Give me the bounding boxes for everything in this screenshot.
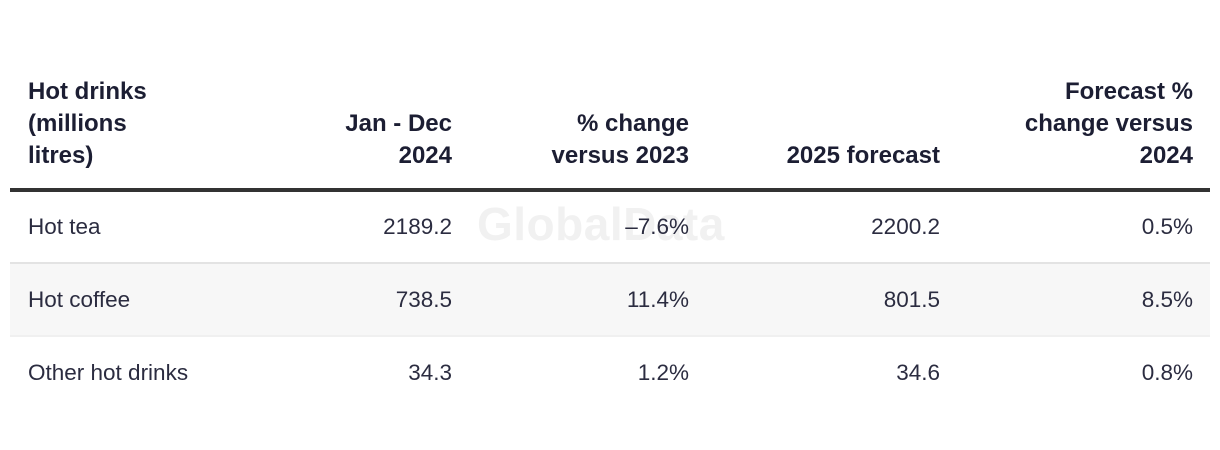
col-header-pct-change-vs-2023: % change versus 2023 [452, 76, 689, 192]
value-cell: 2189.2 [250, 190, 452, 264]
header-row: Hot drinks (millions litres) Jan - Dec 2… [10, 76, 1210, 192]
col-header-product: Hot drinks (millions litres) [10, 76, 250, 192]
value-cell: 0.5% [940, 190, 1210, 264]
col-header-pct-change-vs-2023-line: % change [576, 110, 689, 137]
table-body: Hot tea 2189.2 –7.6% 2200.2 0.5% Hot cof… [10, 190, 1210, 408]
col-header-forecast-pct-change-vs-2024: Forecast % change versus 2024 [940, 76, 1210, 192]
col-header-jan-dec-2024-line: Jan - Dec [345, 110, 452, 137]
col-header-forecast-pct-change-vs-2024-line: 2024 [1139, 142, 1193, 169]
col-header-jan-dec-2024-line: 2024 [398, 142, 452, 169]
value-cell: 0.8% [1141, 359, 1193, 385]
col-header-forecast-pct-change-vs-2024-line: Forecast % [1064, 78, 1193, 105]
value-cell: 801.5 [689, 263, 940, 337]
value-cell: 34.3 [408, 359, 452, 385]
col-header-product-line: litres) [28, 142, 94, 169]
value-cell: 34.6 [896, 359, 940, 385]
col-header-jan-dec-2024: Jan - Dec 2024 [250, 76, 452, 192]
value-cell: 2200.2 [689, 190, 940, 264]
col-header-2025-forecast: 2025 forecast [689, 76, 940, 192]
value-cell: 738.5 [250, 263, 452, 337]
table-row-hot-tea: Hot tea 2189.2 –7.6% 2200.2 0.5% [10, 190, 1210, 264]
table-row-hot-coffee: Hot coffee 738.5 11.4% 801.5 8.5% [10, 263, 1210, 337]
table-header: Hot drinks (millions litres) Jan - Dec 2… [10, 76, 1210, 192]
col-header-forecast-pct-change-vs-2024-line: change versus [1024, 110, 1193, 137]
col-header-pct-change-vs-2023-line: versus 2023 [551, 142, 689, 169]
row-label-cell: Hot coffee [10, 263, 250, 337]
row-label-cell: Hot tea [10, 190, 250, 264]
value-cell: 8.5% [940, 263, 1210, 337]
value-cell: 1.2% [637, 359, 689, 385]
value-cell: 11.4% [452, 263, 689, 337]
hot-drinks-table: Hot drinks (millions litres) Jan - Dec 2… [10, 76, 1210, 408]
table-row-other-hot-drinks: Other hot drinks 34.3 1.2% 34.6 0.8% [10, 336, 1210, 408]
col-header-2025-forecast-line: 2025 forecast [786, 142, 940, 169]
row-label-cell: Other hot drinks [28, 359, 189, 385]
col-header-product-line: (millions [28, 110, 127, 137]
col-header-product-line: Hot drinks [28, 78, 147, 105]
value-cell: –7.6% [452, 190, 689, 264]
